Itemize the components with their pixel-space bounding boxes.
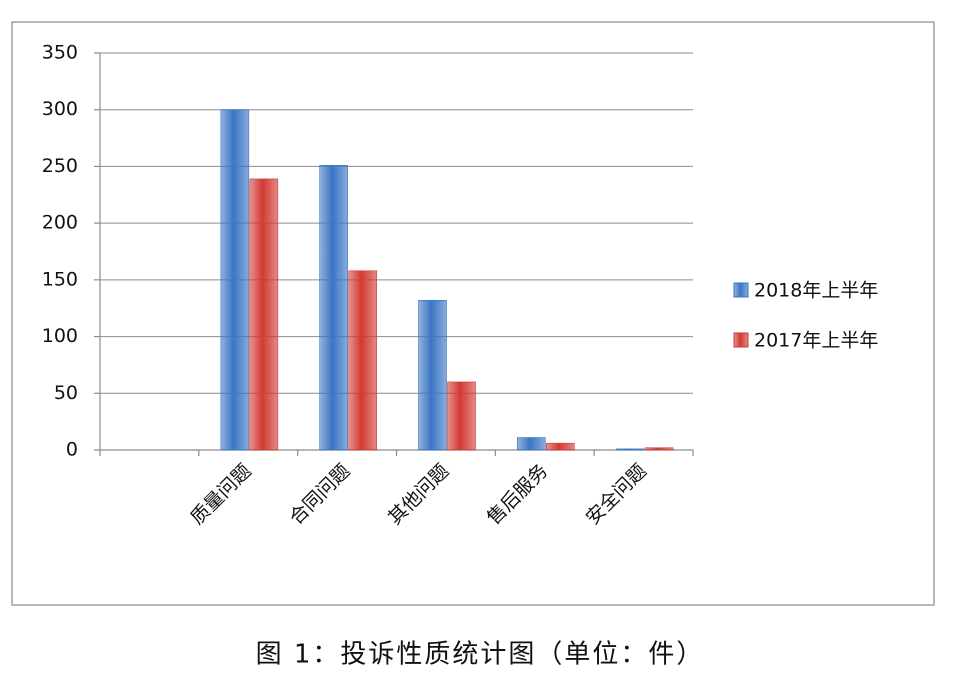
y-tick-label: 100 [42, 325, 78, 347]
legend-label: 2017年上半年 [754, 330, 878, 352]
bar [319, 164, 348, 451]
chart-frame [11, 21, 935, 606]
y-tick-label: 0 [66, 439, 78, 461]
x-tick-label: 质量问题 [186, 460, 255, 529]
bar [615, 448, 645, 451]
bar [644, 447, 674, 451]
bar [546, 442, 575, 451]
y-tick-label: 250 [42, 155, 78, 177]
bar [220, 109, 250, 451]
legend-label: 2018年上半年 [754, 280, 878, 302]
y-tick-label: 300 [42, 98, 78, 120]
y-tick-label: 150 [42, 268, 78, 290]
x-tick-label: 合同问题 [285, 460, 354, 529]
y-tick-label: 200 [42, 212, 78, 234]
legend-swatch [733, 332, 749, 348]
chart-caption: 图 1：投诉性质统计图（单位：件） [256, 640, 705, 670]
x-tick-label: 安全问题 [582, 460, 651, 529]
bar [348, 270, 377, 451]
bar [249, 178, 279, 451]
bar [418, 299, 447, 451]
x-tick-label: 其他问题 [384, 460, 453, 529]
bar [447, 381, 476, 451]
y-tick-label: 50 [54, 382, 78, 404]
bar [517, 437, 546, 451]
y-tick-label: 350 [42, 42, 78, 64]
x-tick-label: 售后服务 [483, 460, 552, 529]
legend-swatch [733, 282, 749, 298]
